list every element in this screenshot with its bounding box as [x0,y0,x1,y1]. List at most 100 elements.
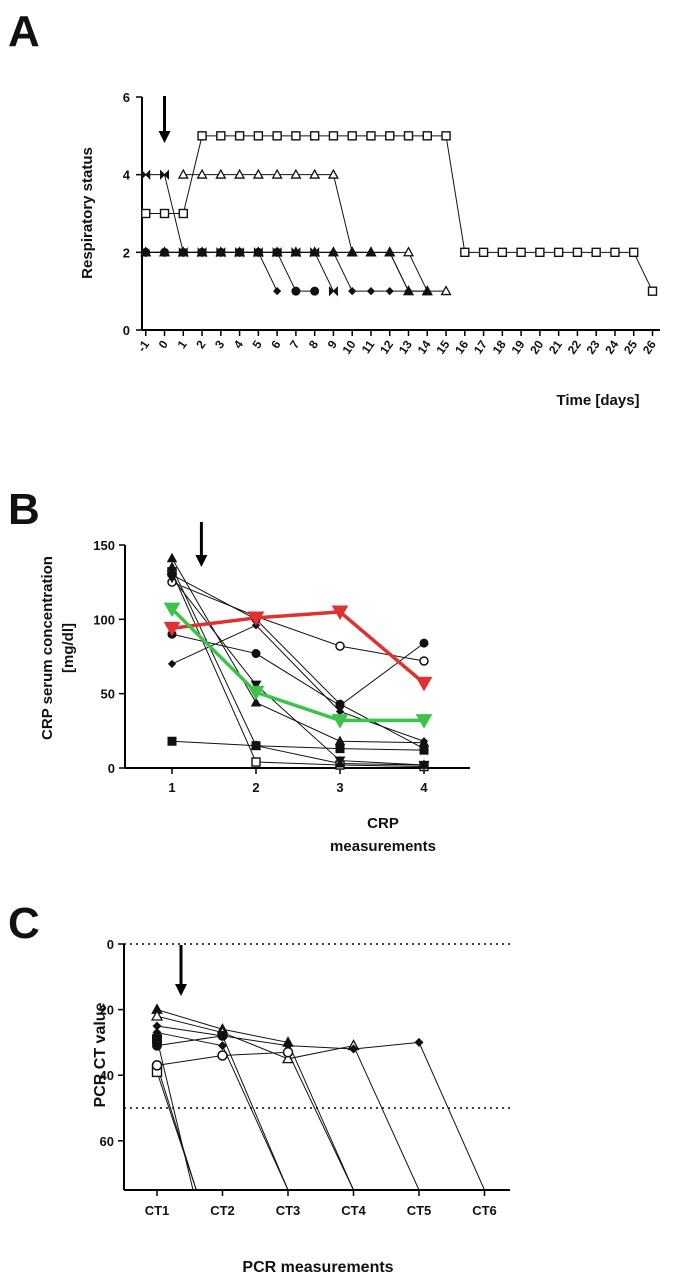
panel-c-series-line-9 [156,1065,197,1191]
panel-c-point-s8 [152,1034,162,1045]
panel-a-point-s8 [385,287,394,296]
panel-a-series-line-2 [183,174,447,292]
panel-b-y-tick-label: 50 [101,687,115,702]
panel-a-y-tick-label: 2 [123,245,130,260]
panel-b-y-tick-label: 150 [93,538,115,553]
panel-a-point-s1 [309,131,320,141]
panel-c-chart: 0 20 40 60 CT1 CT2 CT3 CT4 CT5 CT6 PCR CT value P… [92,937,510,1276]
panel-a-x-tick-label: 12 [377,337,396,356]
panel-c-point-s4 [282,1046,294,1058]
panel-a-point-s1 [629,247,639,258]
panel-a-point-s7 [365,246,377,257]
panel-b-series-line-10 [171,610,426,685]
panel-a-point-s1 [253,131,264,141]
panel-a-x-tick-label: 20 [527,337,546,356]
panel-c-point-s9 [151,1060,163,1071]
panel-a-point-s2 [215,168,227,179]
panel-a-point-s1 [422,131,432,141]
panel-a-point-s2 [196,168,208,179]
panel-c-arrow-icon [175,945,187,996]
panel-a-series-line-1 [145,135,653,292]
panel-b-point-s6 [419,745,429,755]
panel-a-point-s1 [516,247,526,258]
panel-c-x-tick-label: CT5 [407,1203,432,1218]
panel-a-point-s1 [234,131,245,141]
panel-a-x-axis-label: Time [days] [556,392,639,409]
panel-a-x-tick-label: 11 [359,337,378,356]
panel-b-series-line-6 [171,740,425,751]
panel-a-x-tick-label: 5 [250,337,265,351]
panel-c-point-s4 [217,1050,228,1061]
panel-c-point-s6 [217,1030,228,1041]
panel-c-point-s3 [348,1044,359,1054]
panel-a-point-s8 [216,248,225,257]
panel-a-y-axis-label: Respiratory status [79,147,96,279]
panel-b-point-s1 [250,696,262,707]
panel-a-y-tick-label: 6 [123,90,130,105]
panel-c-point-s3 [414,1037,424,1047]
panel-b-point-s11 [163,602,181,618]
panel-a-point-s7 [346,246,358,257]
panel-c-series-line-4 [156,1051,354,1191]
panel-a-point-s2 [309,168,321,179]
panel-a-x-tick-label: 1 [174,337,189,351]
panel-a-point-s1 [366,131,376,141]
panel-b-point-s6 [335,744,345,754]
panel-c-y-tick-label: 40 [100,1068,114,1083]
panel-a-x-tick-label: 7 [287,337,302,351]
panel-b-x-tick-label: 3 [336,780,343,795]
panel-a-point-s4 [328,285,338,297]
panel-a-point-s1 [272,131,282,141]
panel-a-point-s1 [216,131,226,141]
panel-b-point-s10 [331,605,349,621]
panel-a-point-s2 [440,285,452,296]
panel-a-x-tick-label: 16 [452,337,471,356]
panel-letter-b: B [8,485,40,534]
panel-a-point-s2 [271,168,283,179]
panel-b-x-axis-label-line-1: CRP [367,815,399,832]
panel-a-point-s4 [141,169,151,180]
panel-b-point-s5 [250,680,262,691]
panel-b-point-s4 [335,641,345,651]
panel-b-y-tick-label: 0 [108,761,115,776]
panel-b-point-s8 [419,737,429,746]
panel-b-y-tick-label: 100 [93,612,115,627]
panel-a-point-s8 [141,248,150,257]
panel-b-point-s11 [247,685,265,701]
panel-a-x-tick-label: 18 [490,337,509,356]
panel-a-point-s6 [273,287,282,296]
panel-b-series-line-5 [171,577,425,766]
panel-a-point-s1 [647,286,658,296]
panel-b-point-s5 [166,573,178,584]
panel-a-series [140,96,658,297]
panel-c-y-axis-label: PCR CT value [92,1002,109,1107]
panel-b-y-axis-label-line-1: CRP serum concentration [39,556,56,740]
panel-a-x-tick-label: 8 [306,337,321,351]
panel-a-point-s1 [460,247,470,258]
panel-c-x-tick-label: CT1 [145,1203,170,1218]
panel-b-point-s2 [251,757,261,767]
panel-a-point-s2 [234,168,246,179]
panel-a-point-s1 [178,208,188,219]
panel-a-point-s1 [291,131,301,141]
panel-c-x-tick-label: CT4 [341,1203,366,1218]
panel-a-point-s1 [197,131,207,141]
panel-a-x-tick-label: 23 [584,337,603,356]
panel-a-x-tick-label: 6 [268,337,283,351]
panel-b-arrow-icon [195,522,208,567]
panel-b-point-s8 [167,659,177,669]
panel-b-series-line-7 [171,633,425,707]
panel-b-series-line-4 [171,581,425,662]
panel-b-point-s9 [250,740,262,750]
panel-c-point-s2 [150,1009,164,1021]
panel-letter-c: C [8,899,40,948]
panel-a-x-tick-label: 24 [602,337,621,356]
panel-a-x-tick-label: 2 [193,337,208,351]
panel-a-point-s1 [497,247,508,258]
panel-b-point-s9 [418,759,430,769]
panel-letter-a: A [8,7,40,56]
panel-b-point-s11 [415,714,433,729]
panel-a-x-tick-label: 19 [508,337,527,356]
